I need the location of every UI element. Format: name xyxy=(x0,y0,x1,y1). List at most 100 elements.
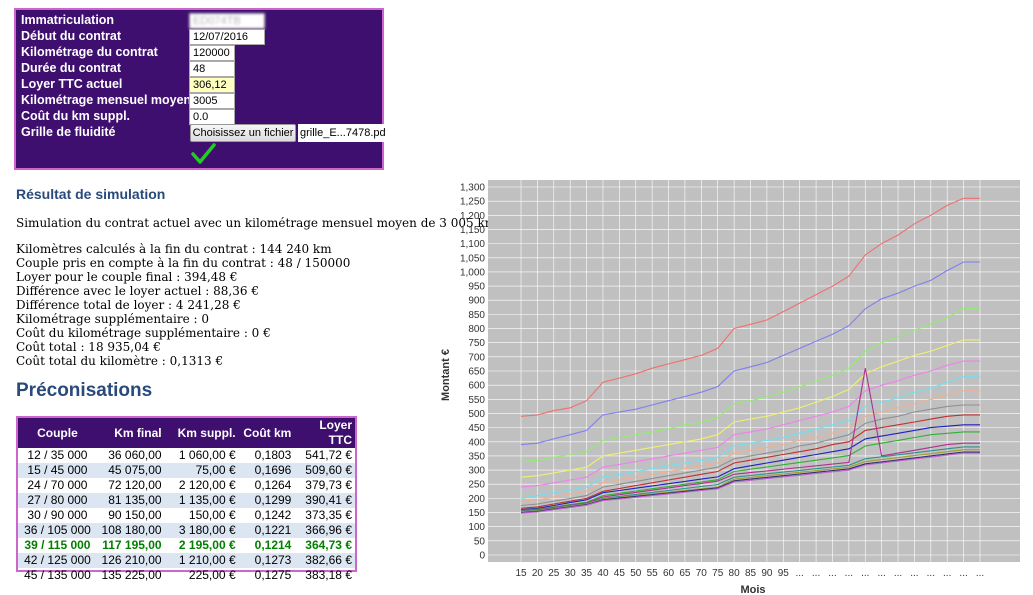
cell-km-final: 45 075,00 xyxy=(96,463,165,478)
x-tick-label: 95 xyxy=(778,568,790,579)
cell-loyer-ttc: 364,73 € xyxy=(305,538,352,552)
y-tick-label: 1,200 xyxy=(460,211,485,222)
x-tick-label: 15 xyxy=(515,568,527,579)
cell-km-suppl: 1 060,00 € xyxy=(178,448,236,462)
x-tick-label: 30 xyxy=(565,568,577,579)
cell-km-final: 90 150,00 xyxy=(108,508,162,522)
y-tick-label: 100 xyxy=(468,522,485,533)
cell-cout-km: 0,1221 xyxy=(238,523,295,538)
cell-cout-km: 0,1214 xyxy=(254,538,292,552)
series-line-pink xyxy=(520,360,980,488)
x-tick-label: ... xyxy=(894,568,902,579)
check-icon xyxy=(191,143,216,164)
km-mensuel-input[interactable]: 3005 xyxy=(189,93,235,109)
cell-km-final: 36 060,00 xyxy=(108,448,162,462)
preconisations-table: Couple Km final Km suppl. Coût km Loyer … xyxy=(18,418,355,583)
label-duree-contrat: Durée du contrat xyxy=(21,61,122,75)
x-axis-label: Mois xyxy=(740,584,765,595)
cell-loyer-ttc: 383,18 € xyxy=(305,568,352,582)
series-line-yellow xyxy=(520,339,980,478)
cell-km-suppl: 1 135,00 € xyxy=(164,493,239,508)
y-axis-label: Montant € xyxy=(440,349,452,401)
col-cout-km: Coût km xyxy=(238,418,295,448)
y-tick-label: 1,000 xyxy=(460,267,485,278)
cell-km-suppl: 2 120,00 € xyxy=(178,478,236,492)
cell-cout-km: 0,1264 xyxy=(254,478,292,492)
result-line: Coût total du kilomètre : 0,1313 € xyxy=(16,354,224,368)
choose-file-button[interactable]: Choisissez un fichier xyxy=(190,124,296,142)
result-title: Résultat de simulation xyxy=(16,186,166,202)
table-header-row: Couple Km final Km suppl. Coût km Loyer … xyxy=(18,418,355,448)
x-tick-label: ... xyxy=(845,568,853,579)
cell-km-suppl: 75,00 € xyxy=(164,463,239,478)
cell-cout-km: 0,1696 xyxy=(238,463,295,478)
grid xyxy=(488,180,1020,562)
series-line-cyan xyxy=(520,376,980,499)
x-tick-label: ... xyxy=(910,568,918,579)
series-line-red-top xyxy=(520,197,980,417)
y-tick-label: 700 xyxy=(468,352,485,363)
debut-contrat-input[interactable]: 12/07/2016 xyxy=(189,29,265,45)
x-tick-label: 25 xyxy=(548,568,560,579)
cout-km-input[interactable]: 0.0 xyxy=(189,109,235,125)
loyer-actuel-input[interactable]: 306,12 xyxy=(189,77,235,93)
y-tick-label: 1,100 xyxy=(460,239,485,250)
cell-loyer-ttc: 373,35 € xyxy=(305,508,352,522)
immatriculation-input[interactable]: ED074TB xyxy=(189,13,265,29)
x-tick-label: 85 xyxy=(745,568,757,579)
result-line: Différence total de loyer : 4 241,28 € xyxy=(16,298,241,312)
x-tick-label: 45 xyxy=(614,568,626,579)
x-tick-label: ... xyxy=(861,568,869,579)
cell-couple: 12 / 35 000 xyxy=(27,448,88,462)
cell-loyer-ttc: 382,66 € xyxy=(294,553,355,568)
cell-couple: 24 / 70 000 xyxy=(27,478,88,492)
y-tick-label: 250 xyxy=(468,480,485,491)
series-line-olive xyxy=(520,449,980,513)
table-row: 12 / 35 000 36 060,00 1 060,00 € 0,1803 541,… xyxy=(18,448,355,463)
y-tick-label: 750 xyxy=(468,338,485,349)
label-grille-fluidite: Grille de fluidité xyxy=(21,125,116,139)
y-tick-label: 600 xyxy=(468,381,485,392)
table-row: 36 / 105 000 108 180,00 3 180,00 €0,1221 36… xyxy=(18,523,355,538)
y-tick-label: 50 xyxy=(474,536,486,547)
cell-km-final: 81 135,00 xyxy=(96,493,165,508)
cell-loyer-ttc: 379,73 € xyxy=(305,478,352,492)
cell-km-suppl: 1 210,00 € xyxy=(164,553,239,568)
cell-km-suppl: 2 195,00 € xyxy=(178,538,236,552)
y-tick-label: 950 xyxy=(468,282,485,293)
cell-cout-km: 0,1803 xyxy=(254,448,292,462)
y-tick-label: 300 xyxy=(468,466,485,477)
series-line-salmon xyxy=(520,390,980,502)
contract-form: Immatriculation ED074TB Début du contrat… xyxy=(14,8,386,170)
label-cout-km: Coût du km suppl. xyxy=(21,109,131,123)
x-tick-label: 90 xyxy=(761,568,773,579)
cell-km-final: 72 120,00 xyxy=(108,478,162,492)
y-tick-label: 350 xyxy=(468,451,485,462)
preconisations-title: Préconisations xyxy=(16,380,153,401)
series-line-orchid xyxy=(520,452,980,514)
x-axis-ticks: 15 20 25 30 35 40 45 50 55 60 65 70 75 80 85 90 95......… xyxy=(515,568,984,579)
duree-contrat-input[interactable]: 48 xyxy=(189,61,235,77)
y-tick-label: 1,300 xyxy=(460,183,485,194)
x-tick-label: ... xyxy=(812,568,820,579)
y-tick-label: 450 xyxy=(468,423,485,434)
y-tick-label: 1,250 xyxy=(460,197,485,208)
series-line-gray xyxy=(520,404,980,507)
table-row: 30 / 90 000 90 150,00 150,00 € 0,1242 373,35… xyxy=(18,508,355,523)
cell-loyer-ttc: 541,72 € xyxy=(305,448,352,462)
km-contrat-input[interactable]: 120000 xyxy=(189,45,235,61)
cell-km-final: 126 210,00 xyxy=(96,553,165,568)
cell-km-final: 135 225,00 xyxy=(101,568,162,582)
y-tick-label: 400 xyxy=(468,437,485,448)
cell-loyer-ttc: 390,41 € xyxy=(294,493,355,508)
x-tick-label: 55 xyxy=(647,568,659,579)
col-couple: Couple xyxy=(18,418,97,448)
cell-cout-km: 0,1242 xyxy=(254,508,292,522)
cell-cout-km: 0,1299 xyxy=(238,493,295,508)
cell-km-suppl: 3 180,00 € xyxy=(164,523,239,538)
cell-loyer-ttc: 509,60 € xyxy=(294,463,355,478)
series-group xyxy=(520,197,980,514)
series-line-navy xyxy=(520,451,980,514)
cell-km-final: 117 195,00 xyxy=(102,538,162,552)
x-tick-label: ... xyxy=(959,568,967,579)
